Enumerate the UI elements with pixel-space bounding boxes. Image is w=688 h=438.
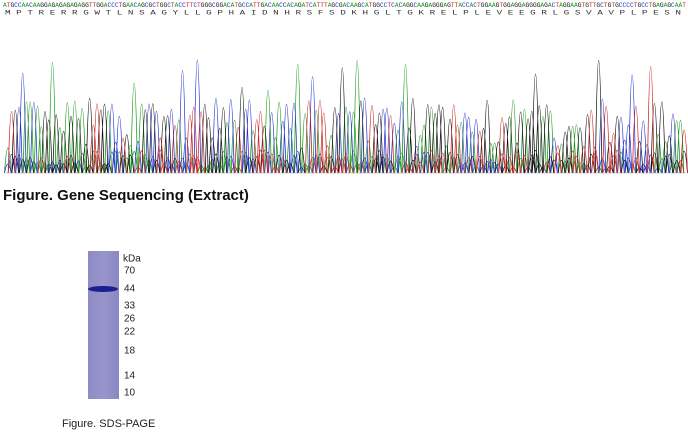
caption: Figure. SDS-PAGE bbox=[62, 418, 155, 430]
marker-label: 10 bbox=[124, 388, 136, 399]
dna-sequence: ATGCCAACAAGGAGAGAGAGAGGTTGGACCCTGAACAGCG… bbox=[3, 2, 686, 9]
marker-label: 22 bbox=[124, 327, 136, 338]
marker-labels: 70 44 33 26 22 18 14 10 bbox=[124, 266, 136, 399]
marker-label: 14 bbox=[124, 371, 136, 382]
trace bbox=[4, 59, 677, 174]
marker-label: 70 bbox=[124, 266, 136, 277]
marker-label: 33 bbox=[124, 301, 136, 312]
trace bbox=[7, 66, 688, 174]
marker-label: 18 bbox=[124, 346, 136, 357]
protein-band bbox=[88, 286, 118, 292]
chromatogram bbox=[4, 59, 688, 174]
trace bbox=[4, 59, 685, 174]
unit-label: kDa bbox=[123, 254, 141, 265]
protein-sequence: M P T R E R R G W T L N S A G Y L L G P … bbox=[5, 10, 682, 17]
caption: Figure. Gene Sequencing (Extract) bbox=[3, 187, 249, 204]
marker-label: 26 bbox=[124, 314, 136, 325]
gel-lane bbox=[88, 251, 119, 399]
marker-label: 44 bbox=[124, 284, 136, 295]
trace bbox=[11, 59, 688, 174]
